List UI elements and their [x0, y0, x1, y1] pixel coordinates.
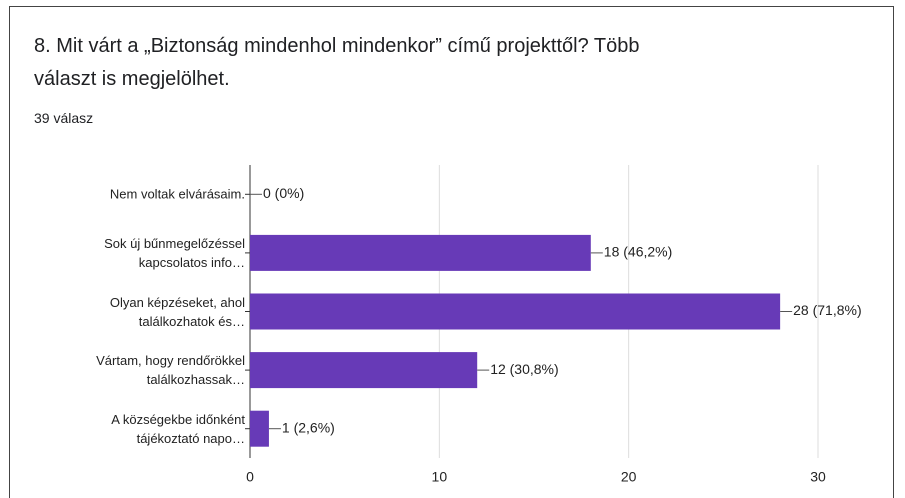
y-tick-label: A községekbe időnként tájékoztató napo…	[111, 411, 245, 446]
response-count: 39 válasz	[34, 110, 94, 126]
x-tick-label: 20	[621, 469, 637, 485]
value-label: 0 (0%)	[263, 185, 304, 201]
value-label: 1 (2,6%)	[282, 419, 335, 435]
y-tick-label: Olyan képzéseket, ahol találkozhatok és…	[109, 294, 245, 329]
value-label: 18 (46,2%)	[604, 244, 672, 260]
bar	[250, 234, 591, 271]
x-tick-label: 30	[810, 469, 826, 485]
card	[9, 6, 894, 498]
y-tick-label: Sok új bűnmegelőzéssel kapcsolatos info…	[104, 235, 245, 270]
y-tick-label: Vártam, hogy rendőrökkel találkozhassak…	[96, 353, 245, 388]
bar	[250, 410, 269, 447]
value-label: 12 (30,8%)	[490, 361, 558, 377]
x-tick-label: 0	[246, 469, 254, 485]
bar	[250, 293, 781, 330]
value-label: 28 (71,8%)	[793, 302, 861, 318]
chart-title: 8. Mit várt a „Biztonság mindenhol minde…	[34, 35, 640, 90]
x-tick-label: 10	[432, 469, 448, 485]
bar	[250, 352, 478, 389]
y-tick-label: Nem voltak elvárásaim.	[109, 186, 245, 202]
